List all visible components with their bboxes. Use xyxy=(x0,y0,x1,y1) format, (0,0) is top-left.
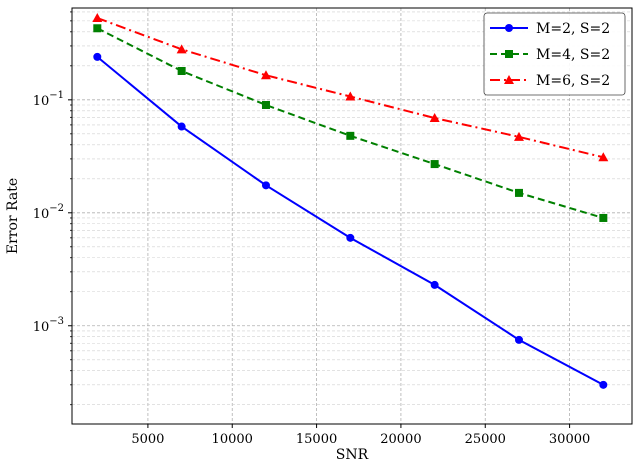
y-axis-label: Error Rate xyxy=(5,178,21,254)
legend-label: M=2, S=2 xyxy=(536,21,610,37)
data-point xyxy=(429,113,440,123)
data-point xyxy=(430,280,439,289)
data-point xyxy=(92,13,103,23)
plot-frame xyxy=(71,7,633,425)
data-point xyxy=(93,52,102,61)
data-point xyxy=(345,91,356,101)
y-tick-label: 10−3 xyxy=(33,316,64,335)
x-axis-label: SNR xyxy=(336,447,369,463)
legend-marker xyxy=(505,50,513,58)
series-2 xyxy=(93,24,608,222)
y-tick-label: 10−1 xyxy=(33,90,64,109)
data-point xyxy=(260,70,271,80)
data-point xyxy=(514,188,523,197)
y-tick-label-exponent: −1 xyxy=(49,90,64,101)
legend-item: M=4, S=2 xyxy=(490,47,610,63)
x-tick-label: 25000 xyxy=(465,432,506,447)
x-tick-label: 30000 xyxy=(549,432,590,447)
data-point xyxy=(513,131,524,141)
data-point xyxy=(93,24,102,33)
series-3 xyxy=(92,13,609,162)
legend-item: M=2, S=2 xyxy=(490,21,610,37)
y-tick-label-base: 10 xyxy=(33,320,50,335)
data-point xyxy=(177,122,186,131)
grid xyxy=(72,8,632,424)
legend-box xyxy=(483,12,626,96)
tick-layer: 5000 10000 15000 20000 25000 3000010−310−210−… xyxy=(33,11,590,447)
y-tick-label-exponent: −3 xyxy=(49,316,64,327)
legend-item: M=6, S=2 xyxy=(490,73,610,89)
y-tick-label-exponent: −2 xyxy=(49,203,64,214)
legend-marker xyxy=(505,24,513,32)
x-tick-label: 20000 xyxy=(380,432,421,447)
data-point xyxy=(346,131,355,140)
legend-label: M=6, S=2 xyxy=(536,73,610,89)
y-tick-label-base: 10 xyxy=(33,207,50,222)
data-point xyxy=(176,44,187,54)
x-tick-label: 15000 xyxy=(296,432,337,447)
y-tick-label: 10−2 xyxy=(33,203,64,222)
series-layer xyxy=(92,13,609,389)
data-point xyxy=(261,100,270,109)
x-tick-label: 5000 xyxy=(131,432,164,447)
data-point xyxy=(430,160,439,169)
y-tick-label-base: 10 xyxy=(33,94,50,109)
legend-label: M=4, S=2 xyxy=(536,47,610,63)
data-point xyxy=(599,380,608,389)
data-point xyxy=(599,213,608,222)
data-point xyxy=(514,335,523,344)
legend-marker xyxy=(504,75,514,84)
data-point xyxy=(598,152,609,162)
data-point xyxy=(177,66,186,75)
data-point xyxy=(261,181,270,190)
series-1 xyxy=(93,52,608,389)
x-tick-label: 10000 xyxy=(212,432,253,447)
data-point xyxy=(346,233,355,242)
legend: M=2, S=2 M=4, S=2 M=6, S=2 xyxy=(483,12,626,96)
